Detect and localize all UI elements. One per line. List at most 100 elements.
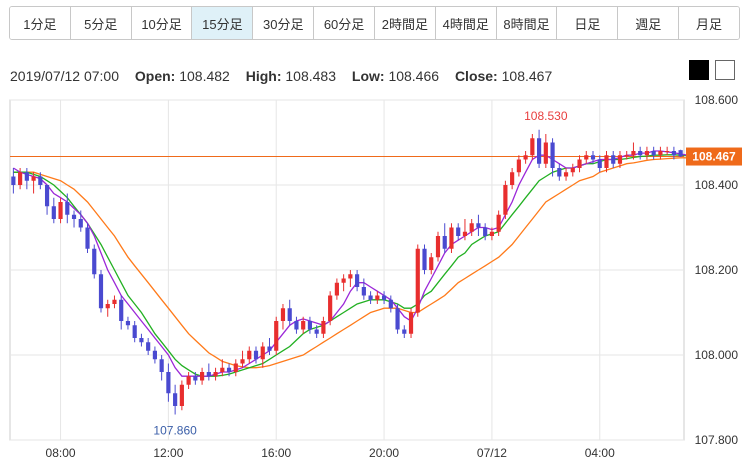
candle [334,278,339,300]
candle-body [388,299,393,309]
candle [550,138,555,177]
y-tick-label: 108.600 [695,93,739,107]
tab-6[interactable]: 2時間足 [374,7,436,39]
ma-long-line [13,157,688,369]
candle [638,146,643,160]
ma-short-line [13,150,688,377]
candle [18,168,23,190]
candle-body [381,295,387,300]
candle [38,172,43,190]
candle [294,316,299,334]
candle [280,304,286,330]
candle [658,146,663,160]
tab-2[interactable]: 10分足 [131,7,193,39]
close-label: Close: [454,68,498,84]
candle [671,146,676,160]
candle [388,295,393,313]
low-annotation: 107.860 [153,424,197,438]
candle-body [442,236,447,249]
candle-body [617,155,623,164]
candle [193,372,198,385]
candle [651,146,656,160]
candlestick-chart[interactable]: 108.600 108.400 108.200 108.000 107.800 08:00… [0,90,750,466]
tab-0[interactable]: 1分足 [10,7,71,39]
candle [355,270,360,292]
candle [173,384,178,415]
candle [476,214,481,236]
tab-11[interactable]: 月足 [679,7,739,39]
candle-body [240,359,245,364]
candle-body [395,308,400,330]
candle-body [422,248,427,270]
candle-body [678,150,683,157]
candle [597,155,602,173]
candle [516,155,521,177]
candle-body [523,155,528,160]
high-value: 108.483 [285,68,336,84]
light-theme-button[interactable] [715,60,735,80]
candle-body [644,151,650,156]
candle [220,359,225,377]
price-tag-bg [686,147,742,166]
tab-5[interactable]: 60分足 [314,7,375,39]
candle [260,342,265,368]
candle-body [483,227,488,236]
candle [368,291,373,304]
candle-body [537,138,542,164]
candle [152,346,157,364]
candle-body [98,274,104,309]
tab-8[interactable]: 8時間足 [496,7,558,39]
dark-theme-button[interactable] [689,60,709,80]
candle-body [105,304,110,309]
candle [139,333,144,347]
candle-body [368,295,373,300]
candle-body [341,278,346,283]
y-tick-label: 108.400 [695,178,739,192]
candle [456,223,461,241]
tab-10[interactable]: 週足 [618,7,680,39]
candle-body [253,350,259,360]
candle-body [307,321,313,330]
candle-body [651,151,656,156]
candle-body [321,321,326,334]
candle [240,350,245,368]
candle [314,325,319,338]
candle [449,223,454,253]
price-tag-text: 108.467 [692,150,736,164]
candle-body [213,372,218,377]
candle-body [38,176,43,185]
candle [402,325,407,338]
tab-7[interactable]: 4時間足 [435,7,497,39]
candle [429,253,434,275]
tab-3[interactable]: 15分足 [192,7,254,39]
candle-body [65,202,70,215]
candle-body [301,321,306,330]
candle [125,316,131,330]
candle [274,316,279,355]
candle-body [597,159,602,168]
candle [435,231,441,262]
candle-body [220,367,225,372]
candle-body [152,350,157,360]
candle [328,291,333,326]
y-tick-label: 107.800 [695,433,739,447]
candle [105,299,110,317]
candle-body [146,342,151,351]
candle-body [44,185,50,207]
candle-body [638,151,643,156]
candle-body [530,138,535,156]
tab-4[interactable]: 30分足 [253,7,315,39]
tab-1[interactable]: 5分足 [70,7,132,39]
candle [166,363,171,402]
candle [442,223,447,253]
candle-body [274,321,279,351]
candle [253,346,259,364]
candle-body [361,287,366,296]
candle-body [159,359,164,372]
candle-body [233,363,238,372]
candle [483,223,488,241]
candle-body [429,257,434,270]
tab-9[interactable]: 日足 [557,7,619,39]
candle [381,291,387,304]
candle [78,210,83,232]
